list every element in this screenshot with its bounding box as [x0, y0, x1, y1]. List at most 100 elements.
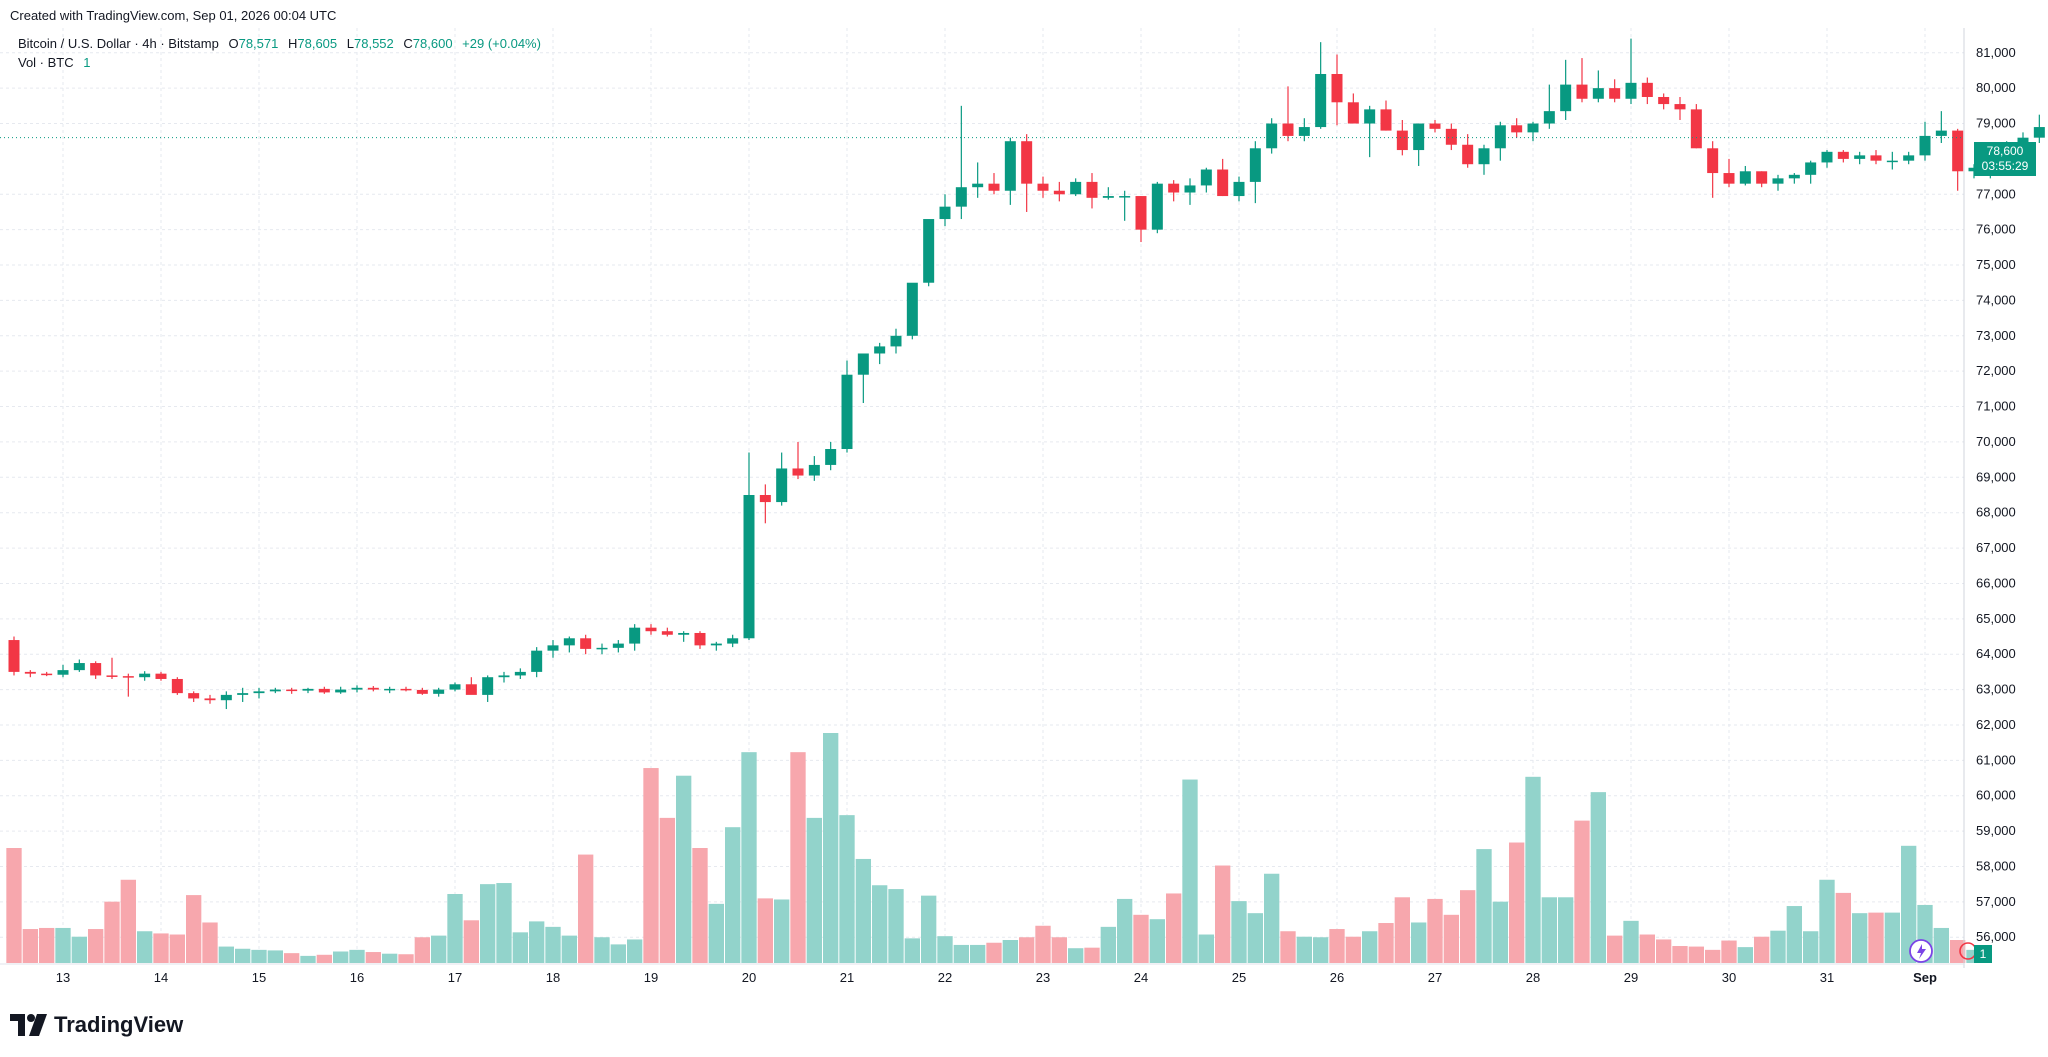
candle [269, 687, 281, 694]
candle [759, 484, 771, 524]
time-tick-label: 23 [1036, 970, 1050, 985]
volume-bar [1705, 949, 1721, 963]
candle [808, 456, 820, 481]
volume-bar [692, 848, 708, 963]
volume-bar [1133, 914, 1149, 963]
price-tick-label: 81,000 [1976, 45, 2016, 60]
candle [1331, 54, 1343, 126]
volume-bar [267, 950, 283, 963]
candle [1233, 176, 1245, 202]
candle [1053, 181, 1065, 202]
volume-bar [594, 937, 610, 963]
volume-bar [1068, 948, 1084, 963]
volume-bar [1476, 849, 1492, 963]
volume-bar [659, 817, 675, 963]
candle [612, 640, 624, 653]
sparkle-icon[interactable] [1909, 939, 1933, 963]
candle [1854, 151, 1866, 165]
time-tick-label: 22 [938, 970, 952, 985]
candle [1347, 93, 1359, 124]
candle [1151, 181, 1163, 234]
candle [335, 686, 347, 694]
volume-bar [1852, 913, 1868, 963]
candle [384, 686, 396, 694]
volume-bar [578, 854, 594, 963]
candle [1429, 119, 1441, 133]
volume-bars [6, 733, 1982, 963]
tradingview-brand[interactable]: TradingView [10, 1012, 183, 1038]
ohlc-high: H78,605 [287, 36, 338, 51]
volume-bar [447, 894, 463, 963]
time-tick-label: 24 [1134, 970, 1148, 985]
volume-bar [921, 895, 937, 963]
symbol-title[interactable]: Bitcoin / U.S. Dollar · 4h · Bitstamp [18, 36, 219, 51]
price-tick-label: 63,000 [1976, 682, 2016, 697]
candle [1886, 151, 1898, 170]
volume-bar [1378, 923, 1394, 963]
price-tick-label: 66,000 [1976, 575, 2016, 590]
candle [792, 441, 804, 480]
candle [1396, 119, 1408, 156]
time-tick-label: 16 [350, 970, 364, 985]
volume-bar [1558, 897, 1574, 963]
time-tick-label: 27 [1428, 970, 1442, 985]
candle [1788, 173, 1800, 184]
time-tick-label: 18 [546, 970, 560, 985]
candle [710, 641, 722, 651]
volume-bar [855, 858, 871, 963]
volume-bar [1525, 776, 1541, 963]
volume-bar [986, 942, 1002, 963]
last-price-value: 78,600 [1986, 144, 2024, 158]
volume-legend-label[interactable]: Vol · BTC [18, 55, 74, 70]
volume-bar [186, 895, 202, 963]
volume-bar [512, 932, 528, 963]
candle [1119, 190, 1131, 221]
volume-bar [1280, 931, 1296, 963]
volume-bar [316, 954, 332, 963]
candle [1462, 134, 1474, 168]
candle [1658, 93, 1670, 110]
candles [8, 38, 2045, 710]
volume-bar [1460, 890, 1476, 963]
candle [1641, 77, 1653, 105]
volume-bar [545, 926, 561, 963]
candle [1919, 121, 1931, 161]
price-tick-label: 77,000 [1976, 186, 2016, 201]
volume-bar [365, 952, 381, 963]
candle [1478, 144, 1490, 175]
ohlc-close: C78,600 [403, 36, 453, 51]
volume-bar [953, 944, 969, 963]
candle [1511, 118, 1523, 138]
time-axis: 13 14 15 16 17 18 19 20 21 22 23 24 25 26 27 28 29 30 31 Se… [56, 970, 1937, 985]
price-tick-label: 56,000 [1976, 929, 2016, 944]
volume-bar [610, 944, 626, 963]
volume-bar [235, 948, 251, 963]
candle [1592, 70, 1604, 103]
last-price-tag: 78,600 03:55:29 [1974, 142, 2036, 176]
volume-bar [1950, 940, 1966, 963]
candle [286, 687, 298, 694]
candle [955, 105, 967, 220]
candle [1249, 141, 1261, 204]
candle [988, 173, 1000, 195]
candle [24, 670, 36, 678]
candle [1837, 150, 1849, 163]
candle [220, 691, 232, 710]
price-tick-label: 57,000 [1976, 894, 2016, 909]
volume-bar [676, 775, 692, 963]
price-tick-label: 80,000 [1976, 80, 2016, 95]
volume-bar [104, 901, 120, 963]
candle [825, 441, 837, 471]
candle [1364, 105, 1376, 158]
volume-bar [431, 935, 447, 963]
volume-bar [823, 733, 839, 963]
price-tick-label: 60,000 [1976, 788, 2016, 803]
price-tick-label: 58,000 [1976, 858, 2016, 873]
time-tick-label: 30 [1722, 970, 1736, 985]
candle [155, 671, 167, 681]
volume-bar [1639, 934, 1655, 963]
candle [400, 686, 412, 692]
volume-bar [1933, 927, 1949, 963]
volume-bar [39, 927, 55, 963]
